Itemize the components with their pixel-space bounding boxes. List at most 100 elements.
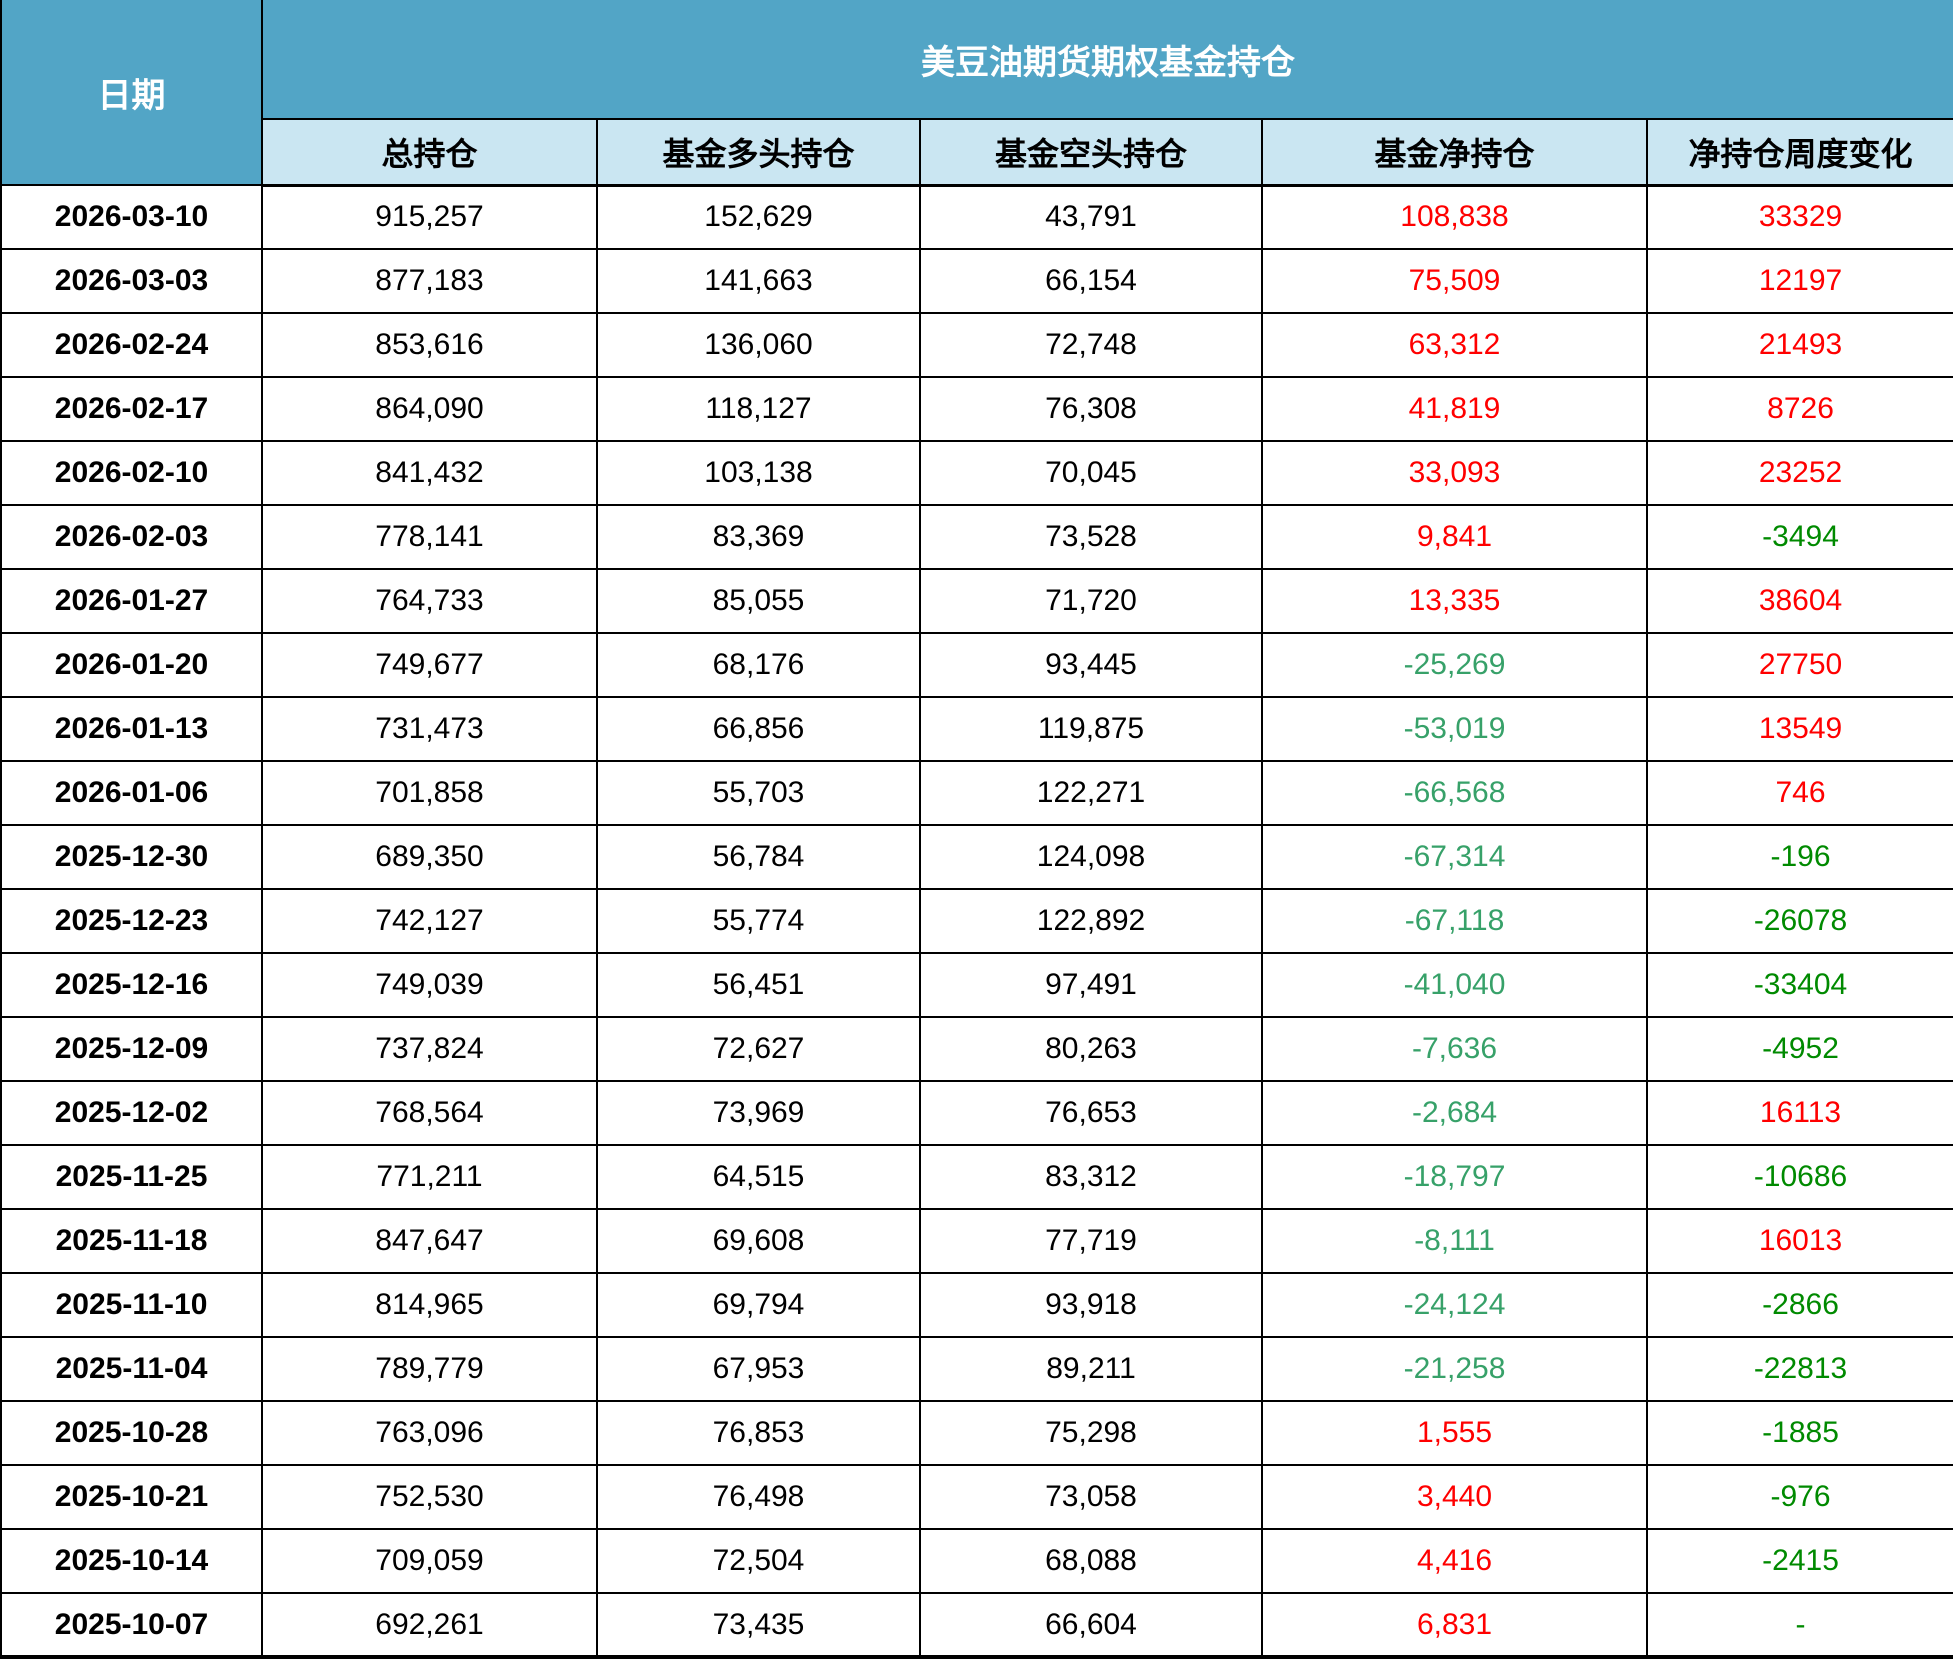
col-header-fund-short-position: 基金空头持仓 (919, 118, 1263, 187)
table-row: 2026-01-06 701,858 55,703 122,271 -66,568 746 (0, 760, 1953, 826)
table-row: 2025-10-21 752,530 76,498 73,058 3,440 -976 (0, 1464, 1953, 1530)
date-cell: 2025-12-16 (0, 952, 263, 1018)
total-position-cell: 778,141 (261, 504, 598, 570)
col-header-fund-long-position: 基金多头持仓 (596, 118, 921, 187)
date-cell: 2025-12-30 (0, 824, 263, 890)
fund-short-position-cell: 93,918 (919, 1272, 1263, 1338)
table-row: 2025-10-28 763,096 76,853 75,298 1,555 -1885 (0, 1400, 1953, 1466)
fund-long-position-cell: 141,663 (596, 248, 921, 314)
total-position-cell: 814,965 (261, 1272, 598, 1338)
fund-net-position-cell: 4,416 (1261, 1528, 1648, 1594)
total-position-cell: 841,432 (261, 440, 598, 506)
fund-short-position-cell: 68,088 (919, 1528, 1263, 1594)
fund-net-position-cell: 108,838 (1261, 184, 1648, 250)
fund-net-position-cell: -41,040 (1261, 952, 1648, 1018)
net-weekly-change-cell: -22813 (1645, 1336, 1953, 1402)
net-weekly-change-cell: - (1645, 1592, 1953, 1659)
total-position-cell: 768,564 (261, 1080, 598, 1146)
fund-short-position-cell: 73,528 (919, 504, 1263, 570)
fund-short-position-cell: 72,748 (919, 312, 1263, 378)
total-position-cell: 709,059 (261, 1528, 598, 1594)
table-row: 2025-11-25 771,211 64,515 83,312 -18,797 -106… (0, 1144, 1953, 1210)
fund-net-position-cell: -67,118 (1261, 888, 1648, 954)
table-row: 2026-02-17 864,090 118,127 76,308 41,819 8726 (0, 376, 1953, 442)
date-cell: 2025-11-04 (0, 1336, 263, 1402)
net-weekly-change-cell: 16113 (1645, 1080, 1953, 1146)
fund-short-position-cell: 77,719 (919, 1208, 1263, 1274)
table-row: 2025-12-02 768,564 73,969 76,653 -2,684 16113 (0, 1080, 1953, 1146)
fund-long-position-cell: 69,608 (596, 1208, 921, 1274)
date-cell: 2025-12-23 (0, 888, 263, 954)
date-cell: 2026-01-13 (0, 696, 263, 762)
col-header-total-position: 总持仓 (261, 118, 598, 187)
fund-long-position-cell: 72,504 (596, 1528, 921, 1594)
fund-long-position-cell: 68,176 (596, 632, 921, 698)
net-weekly-change-cell: -1885 (1645, 1400, 1953, 1466)
net-weekly-change-cell: -2415 (1645, 1528, 1953, 1594)
date-cell: 2026-01-20 (0, 632, 263, 698)
date-cell: 2026-03-10 (0, 184, 263, 250)
fund-long-position-cell: 72,627 (596, 1016, 921, 1082)
fund-long-position-cell: 64,515 (596, 1144, 921, 1210)
fund-net-position-cell: -21,258 (1261, 1336, 1648, 1402)
total-position-cell: 847,647 (261, 1208, 598, 1274)
fund-long-position-cell: 152,629 (596, 184, 921, 250)
fund-short-position-cell: 83,312 (919, 1144, 1263, 1210)
fund-short-position-cell: 73,058 (919, 1464, 1263, 1530)
fund-long-position-cell: 83,369 (596, 504, 921, 570)
fund-net-position-cell: -67,314 (1261, 824, 1648, 890)
date-cell: 2025-10-21 (0, 1464, 263, 1530)
total-position-cell: 915,257 (261, 184, 598, 250)
fund-long-position-cell: 67,953 (596, 1336, 921, 1402)
fund-long-position-cell: 73,969 (596, 1080, 921, 1146)
fund-net-position-cell: 1,555 (1261, 1400, 1648, 1466)
table-row: 2026-02-24 853,616 136,060 72,748 63,312 2149… (0, 312, 1953, 378)
table-header: 日期 美豆油期货期权基金持仓 总持仓 基金多头持仓 基金空头持仓 基金净持仓 净… (0, 0, 1953, 187)
fund-long-position-cell: 69,794 (596, 1272, 921, 1338)
fund-short-position-cell: 119,875 (919, 696, 1263, 762)
total-position-cell: 731,473 (261, 696, 598, 762)
title-row: 日期 美豆油期货期权基金持仓 (0, 0, 1953, 186)
fund-short-position-cell: 89,211 (919, 1336, 1263, 1402)
net-weekly-change-cell: 33329 (1645, 184, 1953, 250)
date-cell: 2025-11-10 (0, 1272, 263, 1338)
fund-short-position-cell: 43,791 (919, 184, 1263, 250)
fund-long-position-cell: 66,856 (596, 696, 921, 762)
total-position-cell: 864,090 (261, 376, 598, 442)
fund-short-position-cell: 122,892 (919, 888, 1263, 954)
fund-short-position-cell: 75,298 (919, 1400, 1263, 1466)
total-position-cell: 853,616 (261, 312, 598, 378)
fund-short-position-cell: 66,154 (919, 248, 1263, 314)
total-position-cell: 689,350 (261, 824, 598, 890)
table-row: 2025-11-10 814,965 69,794 93,918 -24,124 -286… (0, 1272, 1953, 1338)
fund-net-position-cell: 41,819 (1261, 376, 1648, 442)
date-cell: 2025-10-14 (0, 1528, 263, 1594)
fund-short-position-cell: 66,604 (919, 1592, 1263, 1659)
table-row: 2026-02-03 778,141 83,369 73,528 9,841 -3494 (0, 504, 1953, 570)
date-cell: 2026-01-06 (0, 760, 263, 826)
total-position-cell: 771,211 (261, 1144, 598, 1210)
fund-long-position-cell: 56,784 (596, 824, 921, 890)
net-weekly-change-cell: 16013 (1645, 1208, 1953, 1274)
total-position-cell: 737,824 (261, 1016, 598, 1082)
table-row: 2025-10-14 709,059 72,504 68,088 4,416 -2415 (0, 1528, 1953, 1594)
table-row: 2025-12-30 689,350 56,784 124,098 -67,314 -19… (0, 824, 1953, 890)
fund-net-position-cell: 9,841 (1261, 504, 1648, 570)
total-position-cell: 701,858 (261, 760, 598, 826)
net-weekly-change-cell: -33404 (1645, 952, 1953, 1018)
fund-short-position-cell: 71,720 (919, 568, 1263, 634)
date-cell: 2025-10-07 (0, 1592, 263, 1659)
net-weekly-change-cell: 21493 (1645, 312, 1953, 378)
fund-long-position-cell: 76,498 (596, 1464, 921, 1530)
net-weekly-change-cell: 38604 (1645, 568, 1953, 634)
date-cell: 2026-01-27 (0, 568, 263, 634)
fund-net-position-cell: -24,124 (1261, 1272, 1648, 1338)
fund-net-position-cell: -2,684 (1261, 1080, 1648, 1146)
net-weekly-change-cell: -3494 (1645, 504, 1953, 570)
total-position-cell: 749,039 (261, 952, 598, 1018)
fund-long-position-cell: 73,435 (596, 1592, 921, 1659)
fund-net-position-cell: -8,111 (1261, 1208, 1648, 1274)
fund-net-position-cell: -7,636 (1261, 1016, 1648, 1082)
